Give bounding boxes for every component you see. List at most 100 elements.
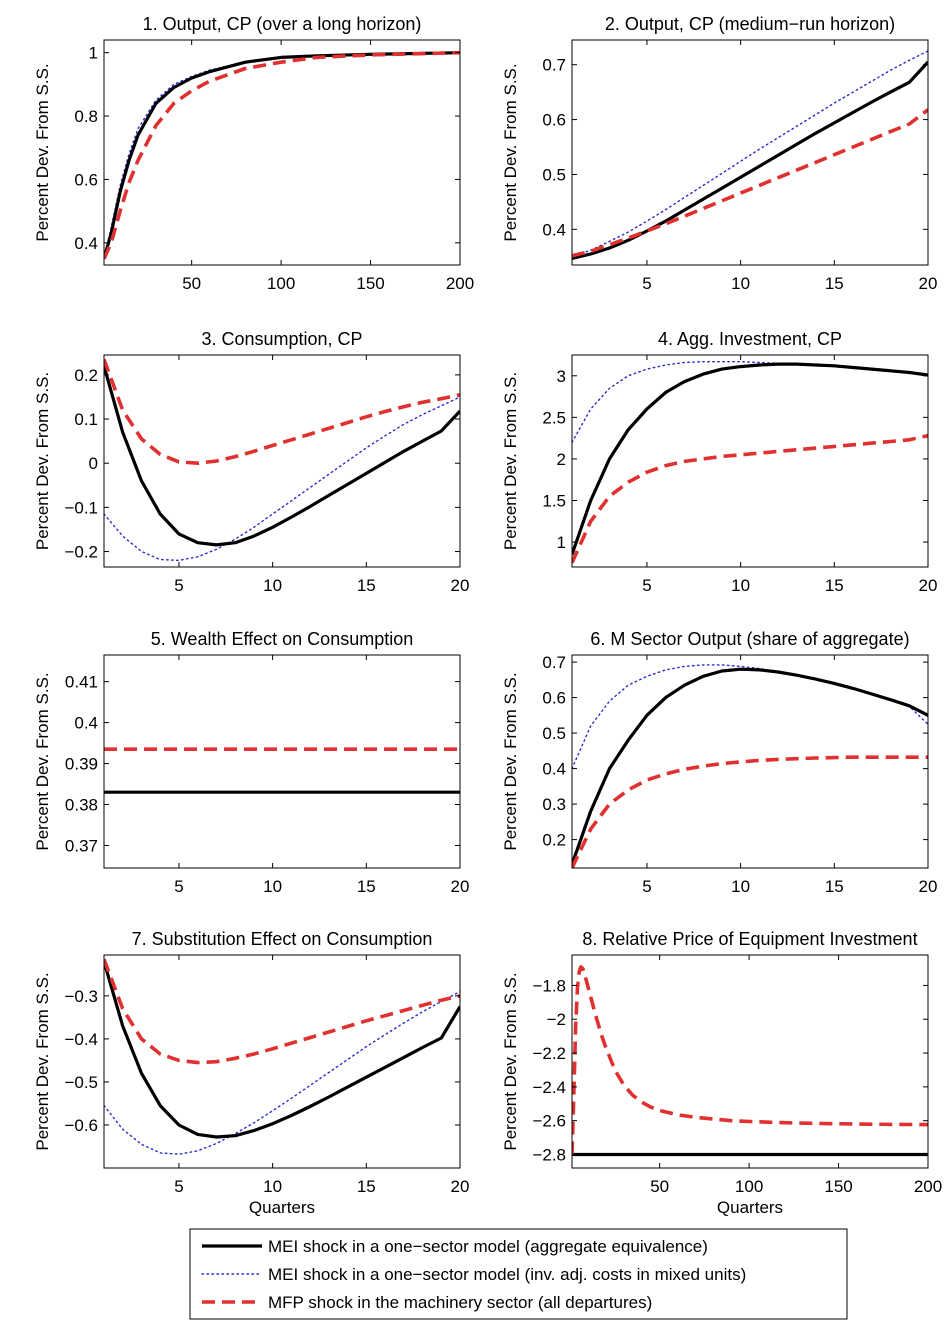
panel-3: 5 10 15 20 −0.2 −0.1 0 0.1 0.2 3. Consumption, CP…: [33, 329, 469, 595]
series-mfp_machinery: [572, 755, 928, 868]
y-axis-label: Percent Dev. From S.S.: [501, 972, 520, 1150]
panel-4-series: [572, 361, 928, 564]
x-tick-label: 15: [357, 576, 376, 595]
panel-8-series: [572, 964, 928, 1157]
series-mfp_machinery: [104, 358, 460, 466]
panel-title: 1. Output, CP (over a long horizon): [143, 14, 422, 34]
y-tick-label: 0.7: [542, 56, 566, 75]
y-tick-label: 0.4: [542, 760, 566, 779]
axes-frame: [103, 354, 461, 568]
x-tick-label: 10: [263, 576, 282, 595]
panel-6-series: [572, 664, 928, 868]
x-tick-label: 5: [174, 576, 183, 595]
y-tick-label: −2.6: [532, 1112, 566, 1131]
series-one_sector_mixed: [572, 50, 928, 258]
legend-item-mfp_machinery: MFP shock in the machinery sector (all d…: [202, 1293, 652, 1312]
y-axis-label: Percent Dev. From S.S.: [33, 63, 52, 241]
y-tick-label: −0.4: [64, 1030, 98, 1049]
panel-5-series: [104, 747, 460, 794]
y-tick-label: 0.39: [65, 755, 98, 774]
panel-title: 5. Wealth Effect on Consumption: [151, 629, 414, 649]
series-one_sector_agg: [104, 365, 460, 547]
y-axis-label: Percent Dev. From S.S.: [33, 372, 52, 550]
x-tick-label: 200: [914, 1177, 942, 1196]
x-tick-label: 10: [731, 274, 750, 293]
y-tick-label: 0.2: [542, 831, 566, 850]
series-one_sector_agg: [104, 961, 460, 1139]
panel-title: 4. Agg. Investment, CP: [658, 329, 842, 349]
y-tick-label: 0.4: [542, 220, 566, 239]
axes-frame: [103, 954, 461, 1169]
x-tick-label: 15: [825, 274, 844, 293]
x-tick-label: 15: [357, 1177, 376, 1196]
y-axis-label: Percent Dev. From S.S.: [501, 63, 520, 241]
y-tick-label: −2.8: [532, 1145, 566, 1164]
y-tick-label: 0.2: [74, 366, 98, 385]
y-tick-label: 0.3: [542, 795, 566, 814]
y-tick-label: 0.7: [542, 653, 566, 672]
x-tick-label: 50: [182, 274, 201, 293]
x-tick-label: 5: [642, 274, 651, 293]
panel-2-series: [572, 50, 928, 260]
y-tick-label: −2: [547, 1010, 566, 1029]
y-tick-label: 0.6: [542, 689, 566, 708]
panel-title: 2. Output, CP (medium−run horizon): [605, 14, 895, 34]
panel-2: 5 10 15 20 0.4 0.5 0.6 0.7 2. Output, CP (medium…: [501, 14, 937, 293]
series-one_sector_mixed: [104, 396, 460, 562]
panel-title: 3. Consumption, CP: [201, 329, 362, 349]
x-tick-label: 20: [919, 877, 938, 896]
x-axis-label: Quarters: [717, 1198, 783, 1217]
y-tick-label: −2.4: [532, 1078, 566, 1097]
series-one_sector_agg: [572, 60, 928, 260]
y-tick-label: −0.5: [64, 1073, 98, 1092]
series-one_sector_mixed: [104, 52, 460, 260]
panel-4: 5 10 15 20 1 1.5 2 2.5 3 4. Agg. Investment, CP Pe…: [501, 329, 937, 595]
x-tick-label: 10: [731, 576, 750, 595]
x-tick-label: 20: [451, 1177, 470, 1196]
x-tick-label: 5: [642, 576, 651, 595]
legend-label: MFP shock in the machinery sector (all d…: [268, 1293, 652, 1312]
series-mfp_machinery: [104, 958, 460, 1065]
x-tick-label: 5: [174, 1177, 183, 1196]
series-one_sector_mixed: [572, 664, 928, 770]
legend-box: [189, 1228, 848, 1320]
series-one_sector_agg: [572, 667, 928, 866]
y-axis-label: Percent Dev. From S.S.: [33, 672, 52, 850]
series-one_sector_mixed: [572, 361, 928, 443]
series-mfp_machinery: [572, 433, 928, 564]
y-tick-label: 2.5: [542, 408, 566, 427]
panel-title: 6. M Sector Output (share of aggregate): [590, 629, 909, 649]
panel-title: 7. Substitution Effect on Consumption: [132, 929, 433, 949]
legend-label: MEI shock in a one−sector model (inv. ad…: [268, 1265, 746, 1284]
x-tick-label: 20: [451, 877, 470, 896]
x-tick-label: 20: [919, 274, 938, 293]
x-tick-label: 150: [356, 274, 384, 293]
x-tick-label: 10: [731, 877, 750, 896]
x-tick-label: 100: [267, 274, 295, 293]
series-one_sector_mixed: [104, 990, 460, 1155]
legend-item-one_sector_agg: MEI shock in a one−sector model (aggrega…: [202, 1237, 708, 1256]
x-tick-label: 100: [735, 1177, 763, 1196]
y-axis-label: Percent Dev. From S.S.: [501, 372, 520, 550]
y-tick-label: 0.37: [65, 836, 98, 855]
axes-frame: [103, 39, 461, 266]
x-tick-label: 15: [825, 877, 844, 896]
y-tick-label: 1: [89, 44, 98, 63]
panel-1-series: [104, 50, 460, 260]
y-tick-label: −2.2: [532, 1044, 566, 1063]
y-tick-label: 0.5: [542, 165, 566, 184]
panel-7: 5 10 15 20 −0.6 −0.5 −0.4 −0.3 7. Substitution E…: [33, 929, 469, 1217]
x-tick-label: 15: [825, 576, 844, 595]
axes-frame: [103, 654, 461, 869]
x-axis-label: Quarters: [249, 1198, 315, 1217]
y-tick-label: −0.6: [64, 1116, 98, 1135]
legend-item-one_sector_mixed: MEI shock in a one−sector model (inv. ad…: [201, 1265, 746, 1284]
panel-7-series: [104, 958, 460, 1155]
panel-6: 5 10 15 20 0.2 0.3 0.4 0.5 0.6 0.7 6. M Sector Out…: [501, 629, 937, 896]
legend-label: MEI shock in a one−sector model (aggrega…: [268, 1237, 708, 1256]
x-tick-label: 150: [824, 1177, 852, 1196]
y-tick-label: 0.4: [74, 234, 98, 253]
x-tick-label: 200: [446, 274, 474, 293]
